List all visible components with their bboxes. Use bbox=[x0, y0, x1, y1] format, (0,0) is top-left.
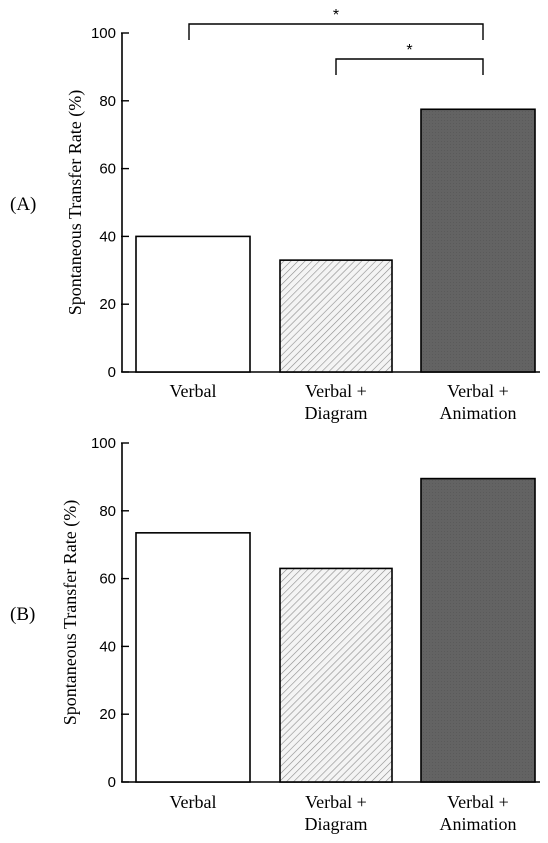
panel-b-bar-2 bbox=[279, 567, 393, 783]
panel-a-category-label-line: Verbal bbox=[170, 381, 217, 401]
panel-a-significance-bracket-2 bbox=[335, 58, 484, 75]
panel-a-category-label-1: Verbal bbox=[170, 381, 217, 401]
panel-b-category-label-3: Verbal + Animation bbox=[440, 792, 517, 834]
panel-a-y-tick-label: 60 bbox=[99, 161, 116, 178]
panel-a-bar-1 bbox=[135, 235, 251, 373]
panel-a-y-tick-label: 40 bbox=[99, 228, 116, 245]
panel-a-y-axis-title: Spontaneous Transfer Rate (%) bbox=[65, 90, 86, 315]
panel-a-category-label-2: Verbal + Diagram bbox=[305, 381, 368, 423]
panel-a-category-label-line: Verbal + bbox=[305, 381, 367, 401]
panel-a-bar-2 bbox=[279, 259, 393, 373]
panel-b-y-tick-label: 100 bbox=[91, 435, 116, 452]
panel-b-y-axis-title: Spontaneous Transfer Rate (%) bbox=[60, 500, 81, 725]
panel-b-y-tick-label: 40 bbox=[99, 638, 116, 655]
panel-a-category-label-line: Verbal + bbox=[447, 381, 509, 401]
panel-b-category-label-line: Verbal bbox=[170, 792, 217, 812]
panel-b-category-label-line: Diagram bbox=[305, 814, 368, 834]
panel-b-category-label-2: Verbal + Diagram bbox=[305, 792, 368, 834]
panel-a-y-tick-label: 0 bbox=[108, 364, 116, 381]
panel-a-y-tick-label: 100 bbox=[91, 25, 116, 42]
panel-b-y-tick-label: 20 bbox=[99, 706, 116, 723]
panel-a-category-label-line: Diagram bbox=[305, 403, 368, 423]
panel-b-bar-3 bbox=[420, 477, 536, 783]
panel-b-category-label-line: Verbal + bbox=[305, 792, 367, 812]
panel-b-y-tick-label: 80 bbox=[99, 503, 116, 520]
panel-a-significance-star-1: * bbox=[333, 7, 339, 24]
panel-b-category-label-1: Verbal bbox=[170, 792, 217, 812]
panel-b-y-tick-label: 0 bbox=[108, 774, 116, 791]
panel-b-panel-label: (B) bbox=[10, 604, 35, 625]
panel-a-significance-bracket-1 bbox=[188, 23, 484, 40]
panel-b-category-label-line: Animation bbox=[440, 814, 517, 834]
panel-b-y-tick-label: 60 bbox=[99, 571, 116, 588]
panel-a-bar-3 bbox=[420, 108, 536, 373]
panel-b-category-label-line: Verbal + bbox=[447, 792, 509, 812]
panel-b-bar-1 bbox=[135, 532, 251, 783]
panel-a-y-tick-label: 20 bbox=[99, 296, 116, 313]
panel-a-category-label-line: Animation bbox=[440, 403, 517, 423]
panel-a-panel-label: (A) bbox=[10, 194, 36, 215]
panel-a-significance-star-2: * bbox=[406, 42, 412, 59]
panel-a-y-tick-label: 80 bbox=[99, 93, 116, 110]
panel-a-category-label-3: Verbal + Animation bbox=[440, 381, 517, 423]
